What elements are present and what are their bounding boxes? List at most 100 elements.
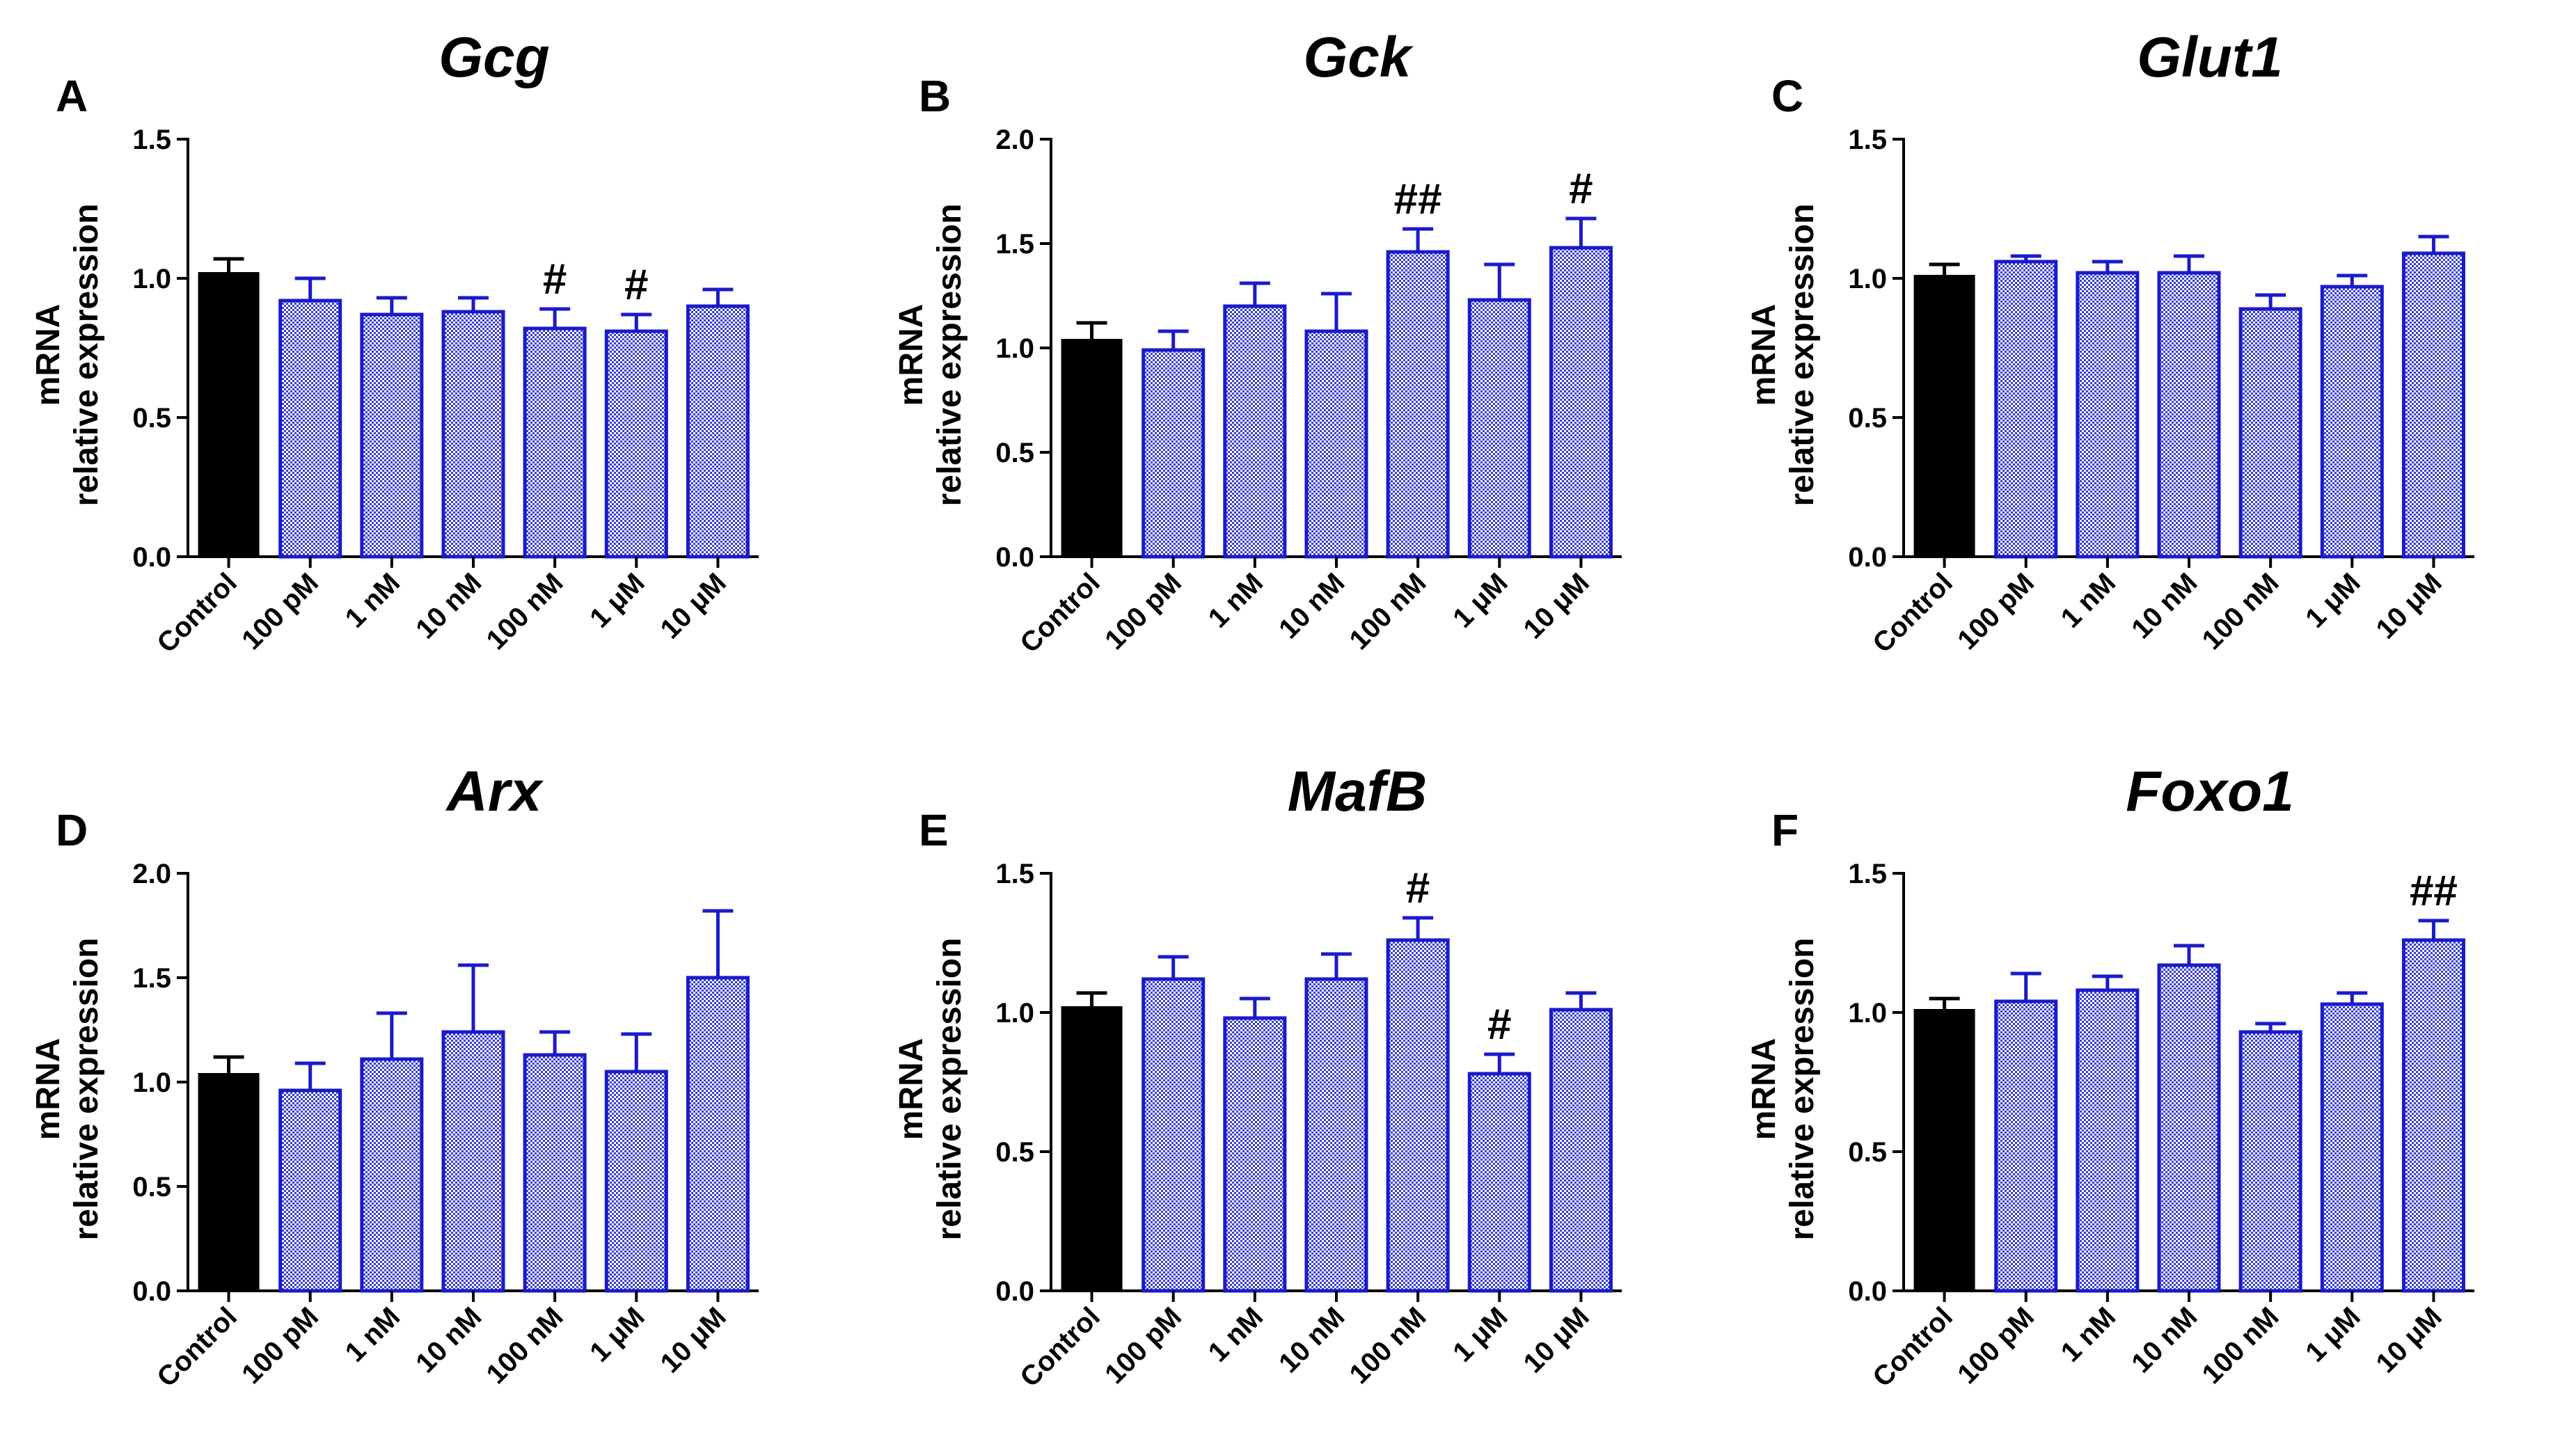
x-tick-label: 100 nM	[481, 1301, 569, 1390]
y-tick-label: 1.5	[995, 229, 1034, 260]
bar	[2401, 938, 2465, 1293]
bar	[2320, 1002, 2384, 1293]
y-tick-label: 0.5	[1848, 403, 1887, 434]
x-tick-label: 1 μM	[1447, 1301, 1514, 1368]
y-tick-label: 2.0	[132, 859, 171, 889]
x-tick-label: 10 nM	[1273, 1301, 1350, 1379]
y-tick-label: 1.0	[995, 998, 1034, 1028]
bar	[278, 299, 342, 559]
panel-e: E MafB mRNA relative expression 0.0 0.5 1.0 1.5…	[893, 760, 1622, 1393]
y-axis-label-line1: mRNA	[1746, 304, 1783, 406]
panel-letter: B	[919, 71, 951, 121]
bar	[523, 326, 587, 559]
y-tick-label: 0.0	[132, 542, 171, 573]
y-axis-label-line2: relative expression	[931, 204, 968, 507]
bar	[2401, 251, 2465, 559]
y-tick-label: 0.5	[1848, 1137, 1887, 1168]
bar	[360, 1057, 424, 1293]
y-tick-label: 1.5	[1848, 859, 1887, 889]
bar	[1467, 1072, 1531, 1293]
panel-letter: F	[1771, 805, 1799, 855]
x-tick-label: Control	[151, 567, 243, 659]
y-axis-label-line2: relative expression	[931, 938, 968, 1241]
chart-title: Glut1	[2137, 26, 2283, 89]
y-tick-label: 0.0	[1848, 542, 1887, 573]
bar	[1061, 1006, 1123, 1292]
bar	[198, 272, 260, 557]
bar	[1141, 977, 1206, 1293]
x-tick-label: 10 nM	[410, 1301, 487, 1379]
bar	[1223, 304, 1287, 559]
x-tick-label: 100 nM	[2197, 567, 2285, 656]
significance-marker: #	[624, 261, 648, 309]
panel-b: B Gck mRNA relative expression 0.0 0.5 1.0 1.5 2…	[893, 26, 1622, 659]
bar	[1994, 260, 2058, 559]
bar	[441, 310, 505, 559]
x-tick-label: 1 μM	[2300, 567, 2366, 634]
y-axis-label-line1: mRNA	[893, 304, 930, 406]
panel-letter: E	[919, 805, 949, 855]
y-axis-label-line1: mRNA	[1746, 1038, 1783, 1141]
panel-letter: D	[56, 805, 88, 855]
y-tick-label: 0.0	[132, 1276, 171, 1307]
x-tick-label: 1 μM	[584, 567, 651, 634]
y-tick-label: 0.5	[995, 1137, 1034, 1168]
x-tick-label: 100 pM	[236, 1301, 324, 1390]
x-tick-label: 100 nM	[481, 567, 569, 656]
bar	[1913, 275, 1975, 557]
x-tick-label: 100 pM	[1952, 567, 2040, 656]
bar	[604, 329, 668, 559]
y-tick-label: 1.0	[1848, 998, 1887, 1028]
panel-a: A Gcg mRNA relative expression 0.0 0.5 1.0 1.5 C…	[30, 26, 759, 659]
significance-marker: ##	[2410, 867, 2458, 915]
chart-title: Gck	[1304, 26, 1414, 89]
bar	[2157, 963, 2221, 1293]
x-tick-label: 1 nM	[2055, 567, 2122, 634]
y-tick-label: 1.5	[995, 859, 1034, 889]
panel-c: C Glut1 mRNA relative expression 0.0 0.5 1.0 1.…	[1746, 26, 2474, 659]
x-tick-label: 1 μM	[2300, 1301, 2366, 1368]
y-tick-label: 0.5	[995, 438, 1034, 468]
bar	[523, 1053, 587, 1293]
chart-title: MafB	[1288, 760, 1427, 823]
bar	[1549, 1008, 1613, 1293]
x-tick-label: 100 pM	[236, 567, 324, 656]
panel-letter: A	[56, 71, 88, 121]
chart-title: Arx	[445, 760, 544, 823]
x-tick-label: Control	[151, 1301, 243, 1393]
y-tick-label: 0.0	[1848, 1276, 1887, 1307]
y-tick-label: 0.0	[995, 542, 1034, 573]
significance-marker: #	[1406, 864, 1430, 912]
x-tick-label: 1 nM	[340, 1301, 406, 1368]
y-tick-label: 1.5	[132, 963, 171, 994]
x-tick-label: 10 nM	[2126, 567, 2203, 644]
x-tick-label: 1 nM	[1203, 567, 1270, 634]
x-tick-label: 10 μM	[2370, 567, 2447, 644]
bar	[360, 312, 424, 559]
significance-marker: #	[1487, 1001, 1511, 1049]
bar	[2238, 1030, 2302, 1293]
x-tick-label: 10 nM	[410, 567, 487, 644]
bar	[1386, 250, 1450, 559]
significance-marker: #	[543, 255, 567, 303]
y-tick-label: 1.0	[132, 1067, 171, 1098]
x-tick-label: 100 nM	[1344, 567, 1432, 656]
y-tick-label: 1.0	[132, 264, 171, 294]
y-axis-label-line2: relative expression	[68, 204, 105, 507]
x-tick-label: 1 μM	[1447, 567, 1514, 634]
y-tick-label: 1.5	[132, 125, 171, 155]
bar	[2320, 285, 2384, 559]
x-tick-label: 100 nM	[2197, 1301, 2285, 1390]
x-tick-label: Control	[1867, 1301, 1959, 1393]
bar	[1913, 1009, 1975, 1292]
y-axis-label-line2: relative expression	[68, 938, 105, 1241]
y-tick-label: 1.5	[1848, 125, 1887, 155]
bar	[441, 1030, 505, 1293]
bar	[1994, 999, 2058, 1293]
bar	[2076, 271, 2140, 559]
bar	[1141, 348, 1206, 559]
bar	[686, 976, 750, 1293]
y-axis-label-line1: mRNA	[30, 304, 67, 406]
